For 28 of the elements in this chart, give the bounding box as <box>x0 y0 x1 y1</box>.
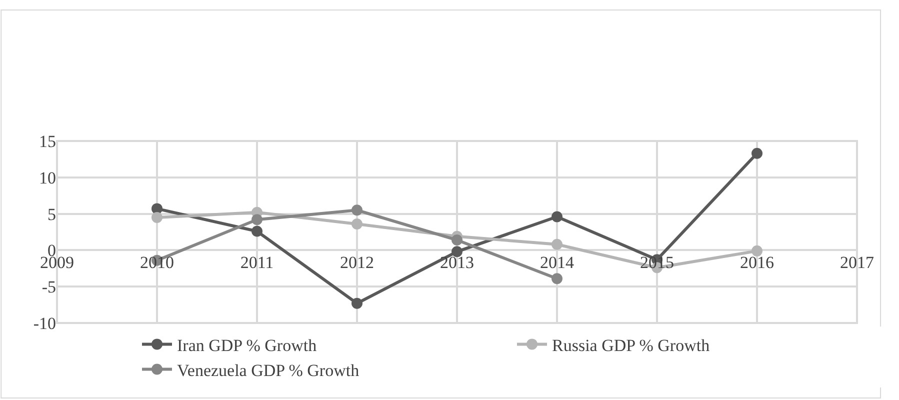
y-tick-label: -10 <box>33 314 56 333</box>
x-tick-label: 2017 <box>840 253 874 272</box>
point <box>352 218 362 230</box>
point <box>152 212 162 223</box>
x-tick-label: 2011 <box>240 253 274 272</box>
legend-label: Venezuela GDP % Growth <box>177 360 360 380</box>
x-tick-label: 2010 <box>140 253 174 272</box>
point <box>352 298 362 309</box>
point <box>752 148 762 159</box>
point <box>452 246 462 258</box>
point <box>752 245 762 256</box>
point <box>352 204 362 216</box>
point <box>452 234 462 246</box>
legend-label: Russia GDP % Growth <box>552 336 710 355</box>
x-tick-label: 2014 <box>540 253 574 272</box>
x-tick-label: 2012 <box>340 253 374 272</box>
y-tick-label: -5 <box>42 278 56 297</box>
point <box>252 214 262 226</box>
y-tick-label: 15 <box>39 132 56 151</box>
y-tick-label: 5 <box>48 204 56 224</box>
point <box>552 211 562 222</box>
point <box>552 238 562 250</box>
y-tick-label: 10 <box>39 168 56 188</box>
point <box>552 273 562 284</box>
x-tick-label: 2013 <box>440 253 474 272</box>
legend-label: Iran GDP % Growth <box>177 336 318 355</box>
x-tick-label: 2016 <box>740 253 774 272</box>
point <box>252 226 262 237</box>
